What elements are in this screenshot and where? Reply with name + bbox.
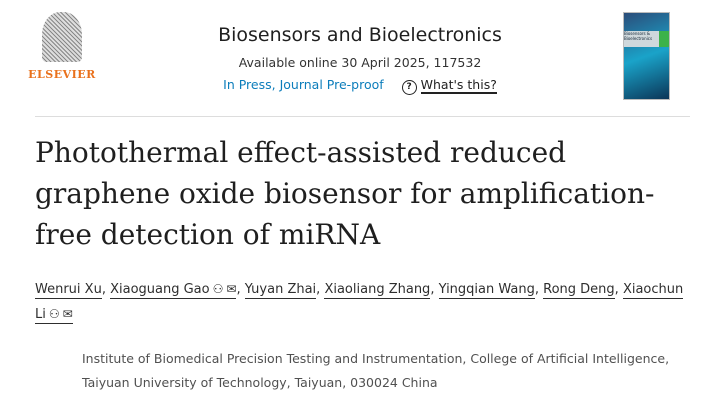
tree-logo-icon	[42, 12, 82, 62]
status-row: In Press, Journal Pre-proof ? What's this…	[150, 77, 570, 95]
question-icon[interactable]: ?	[401, 80, 417, 95]
separator: ,	[614, 282, 619, 297]
author-link[interactable]: Wenrui Xu	[35, 282, 102, 299]
availability-info: Available online 30 April 2025, 117532	[238, 55, 482, 70]
divider	[35, 116, 690, 117]
author-link[interactable]: Xiaoliang Zhang	[324, 282, 431, 299]
email-icon: ✉	[226, 282, 237, 296]
author-name: Yuyan Zhai	[244, 282, 317, 297]
author-link[interactable]: Yingqian Wang	[438, 282, 535, 299]
author-link[interactable]: Xiaochun Li ⚇ ✉	[35, 282, 684, 324]
separator: ,	[430, 282, 435, 297]
author-name: Xiaochun Li	[35, 282, 684, 322]
separator: ,	[534, 282, 539, 297]
affiliation: Institute of Biomedical Precision Testin…	[82, 351, 670, 390]
elsevier-logo[interactable]: ELSEVIER	[28, 12, 96, 81]
journal-title[interactable]: Biosensors and Bioelectronics	[218, 24, 502, 46]
status-link[interactable]: In Press, Journal Pre-proof	[223, 77, 384, 92]
cover-band	[659, 31, 669, 47]
author-link[interactable]: Yuyan Zhai	[244, 282, 317, 299]
author-name: Wenrui Xu	[35, 282, 102, 297]
separator: ,	[101, 282, 106, 297]
author-name: Yingqian Wang	[438, 282, 535, 297]
author-link[interactable]: Rong Deng	[543, 282, 615, 299]
author-link[interactable]: Xiaoguang Gao ⚇ ✉	[110, 282, 237, 299]
author-list: Wenrui Xu, Xiaoguang Gao ⚇ ✉, Yuyan Zhai, …	[35, 277, 695, 327]
author-name: Xiaoguang Gao	[110, 282, 210, 297]
email-icon: ✉	[62, 307, 73, 321]
cover-title: Biosensors & Bioelectronics	[624, 31, 669, 47]
author-name: Xiaoliang Zhang	[324, 282, 431, 297]
article-title: Photothermal effect-assisted reduced gra…	[35, 136, 655, 251]
publisher-name: ELSEVIER	[28, 68, 96, 81]
person-icon: ⚇	[212, 282, 224, 296]
separator: ,	[316, 282, 321, 297]
journal-cover[interactable]: Biosensors & Bioelectronics	[623, 12, 670, 100]
whats-this-link[interactable]: What's this?	[420, 77, 497, 94]
separator: ,	[236, 282, 241, 297]
author-name: Rong Deng	[543, 282, 615, 297]
person-icon: ⚇	[48, 307, 60, 321]
